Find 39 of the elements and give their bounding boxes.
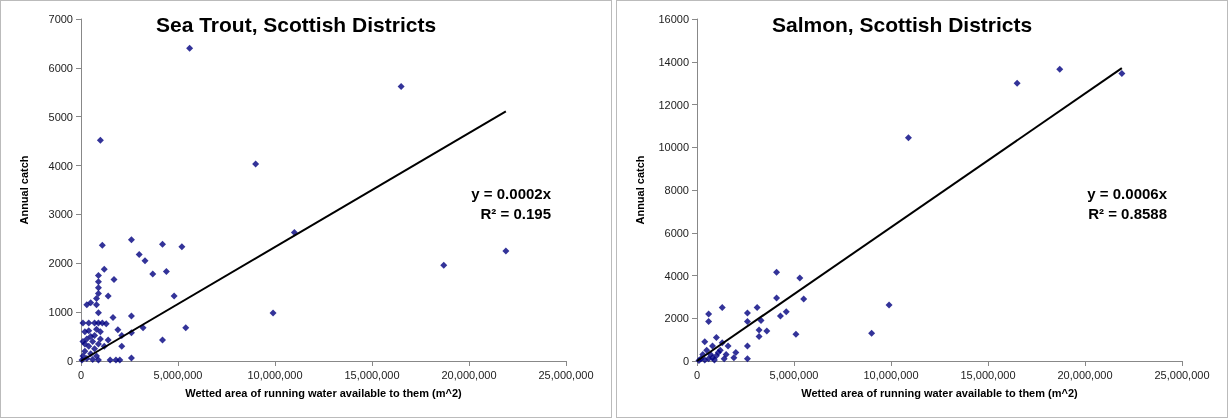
y-tick-label: 8000: [664, 184, 689, 196]
chart-title: Salmon, Scottish Districts: [772, 13, 1033, 36]
y-tick-label: 14000: [658, 55, 689, 68]
y-tick-label: 0: [682, 355, 689, 367]
y-tick-label: 16000: [658, 13, 689, 25]
y-tick-label: 1000: [48, 306, 73, 319]
x-tick-label: 0: [693, 368, 701, 381]
chart-title: Sea Trout, Scottish Districts: [156, 13, 437, 36]
annotation: y = 0.0006x: [1087, 185, 1168, 202]
y-tick-label: 10000: [658, 141, 689, 154]
y-tick-label: 0: [66, 355, 73, 367]
x-tick-label: 20,000,000: [1057, 368, 1113, 381]
x-tick-label: 5,000,000: [769, 368, 819, 381]
x-tick-label: 25,000,000: [538, 368, 594, 381]
y-axis-title: Annual catch: [17, 155, 30, 225]
y-tick-label: 7000: [48, 13, 73, 25]
y-tick-label: 4000: [48, 159, 73, 172]
y-tick-label: 2000: [48, 257, 73, 270]
y-tick-label: 3000: [48, 208, 73, 221]
y-tick-label: 6000: [48, 61, 73, 74]
x-tick-label: 10,000,000: [247, 368, 303, 381]
y-tick-label: 5000: [48, 110, 73, 123]
annotation: R² = 0.8588: [1088, 205, 1168, 222]
y-tick-label: 6000: [664, 226, 689, 239]
y-axis-title: Annual catch: [633, 155, 646, 225]
annotation: R² = 0.195: [480, 205, 552, 222]
x-tick-label: 0: [77, 368, 85, 381]
x-tick-label: 5,000,000: [153, 368, 203, 381]
annotation: y = 0.0002x: [471, 185, 552, 202]
x-tick-label: 25,000,000: [1154, 368, 1210, 381]
y-tick-label: 12000: [658, 98, 689, 111]
x-tick-label: 15,000,000: [960, 368, 1016, 381]
x-tick-label: 15,000,000: [344, 368, 400, 381]
y-tick-label: 2000: [664, 312, 689, 325]
x-tick-label: 20,000,000: [441, 368, 497, 381]
x-axis-title: Wetted area of running water available to them (m^2): [801, 386, 1079, 399]
x-axis-title: Wetted area of running water available to them (m^2): [185, 386, 463, 399]
y-tick-label: 4000: [664, 269, 689, 282]
x-tick-label: 10,000,000: [863, 368, 919, 381]
